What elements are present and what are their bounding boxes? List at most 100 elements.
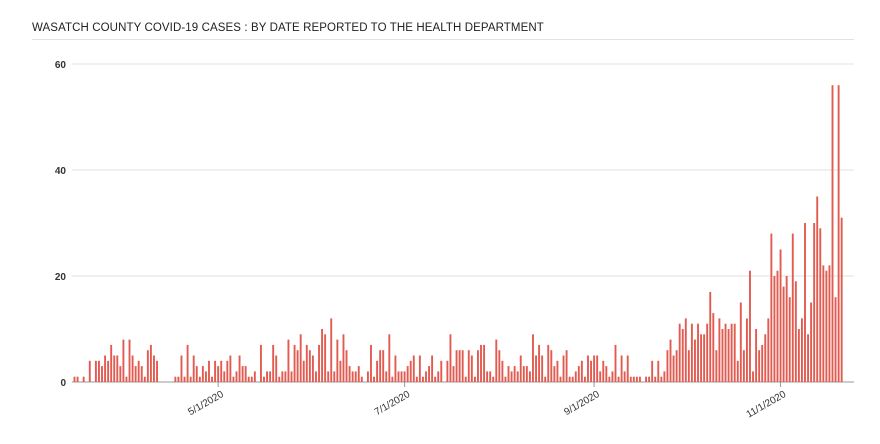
bar bbox=[146, 350, 149, 382]
bar bbox=[452, 366, 455, 382]
bar bbox=[94, 360, 97, 382]
bar bbox=[733, 323, 736, 382]
bar bbox=[675, 350, 678, 382]
bar bbox=[403, 371, 406, 382]
bar bbox=[229, 355, 232, 382]
y-tick-label: 0 bbox=[60, 378, 66, 389]
bar bbox=[525, 366, 528, 382]
bar bbox=[140, 366, 143, 382]
x-tick-label: 9/1/2020 bbox=[562, 389, 602, 418]
bar bbox=[458, 350, 461, 382]
bar bbox=[104, 355, 107, 382]
bar bbox=[101, 366, 103, 382]
bar bbox=[562, 355, 565, 382]
bar bbox=[437, 371, 440, 382]
bar bbox=[391, 376, 394, 382]
bar bbox=[302, 360, 305, 382]
grid-lines bbox=[72, 63, 854, 383]
bar bbox=[599, 371, 602, 382]
bar bbox=[813, 223, 816, 382]
bar bbox=[467, 350, 470, 382]
bar bbox=[149, 344, 152, 382]
bar bbox=[269, 371, 272, 382]
bar bbox=[232, 376, 235, 382]
y-tick-label: 40 bbox=[55, 166, 67, 177]
bar bbox=[385, 371, 388, 382]
bar bbox=[480, 344, 482, 382]
bar bbox=[553, 366, 556, 382]
bar bbox=[412, 355, 415, 382]
bar bbox=[235, 371, 238, 382]
bar bbox=[697, 323, 699, 382]
bar bbox=[473, 376, 476, 382]
bar bbox=[195, 366, 198, 382]
bar bbox=[220, 360, 223, 382]
bar bbox=[608, 376, 611, 382]
bar bbox=[776, 270, 779, 382]
bar bbox=[131, 355, 134, 382]
bar bbox=[287, 339, 290, 382]
bar bbox=[119, 366, 122, 382]
bar bbox=[110, 344, 113, 382]
bar bbox=[709, 291, 712, 382]
bar bbox=[507, 366, 510, 382]
bar bbox=[629, 376, 632, 382]
bar bbox=[623, 371, 626, 382]
bar bbox=[513, 366, 516, 382]
bar bbox=[409, 360, 412, 382]
bar bbox=[82, 376, 85, 382]
chart-title: WASATCH COUNTY COVID-19 CASES : BY DATE … bbox=[32, 22, 544, 34]
bar bbox=[590, 360, 592, 382]
bar bbox=[128, 339, 131, 382]
bar bbox=[345, 350, 348, 382]
bar bbox=[657, 360, 660, 382]
bar bbox=[226, 360, 229, 382]
bar bbox=[113, 355, 116, 382]
bar bbox=[137, 360, 140, 382]
bar bbox=[779, 249, 782, 382]
bar bbox=[721, 329, 724, 382]
bar bbox=[834, 297, 837, 382]
bar bbox=[522, 366, 525, 382]
bar bbox=[501, 360, 504, 382]
bar bbox=[421, 376, 424, 382]
bar bbox=[770, 233, 773, 382]
bar bbox=[223, 371, 226, 382]
bar bbox=[247, 376, 250, 382]
bar bbox=[663, 371, 666, 382]
bar bbox=[275, 355, 278, 382]
bar bbox=[464, 376, 467, 382]
bar bbox=[214, 360, 217, 382]
bar bbox=[761, 344, 764, 382]
bar bbox=[541, 355, 544, 382]
bar bbox=[125, 376, 128, 382]
bar bbox=[678, 323, 681, 382]
bar bbox=[617, 376, 620, 382]
bar bbox=[204, 371, 207, 382]
bar bbox=[639, 376, 641, 382]
bar bbox=[568, 376, 571, 382]
bar bbox=[797, 329, 800, 382]
bar bbox=[788, 297, 791, 382]
bar bbox=[547, 344, 550, 382]
bar bbox=[785, 276, 788, 382]
bar bbox=[791, 233, 794, 382]
bar bbox=[666, 350, 669, 382]
bar bbox=[489, 371, 492, 382]
bar bbox=[672, 355, 675, 382]
bar bbox=[831, 85, 834, 382]
bar bbox=[703, 334, 706, 382]
bar bbox=[348, 366, 351, 382]
bar bbox=[516, 371, 519, 382]
bar bbox=[192, 355, 195, 382]
bar bbox=[373, 376, 375, 382]
bar bbox=[810, 302, 813, 382]
bar bbox=[486, 371, 489, 382]
bar bbox=[299, 334, 302, 382]
bar bbox=[519, 355, 522, 382]
bar bbox=[284, 371, 287, 382]
bar bbox=[800, 318, 803, 382]
bar bbox=[357, 366, 360, 382]
bar bbox=[208, 360, 210, 382]
